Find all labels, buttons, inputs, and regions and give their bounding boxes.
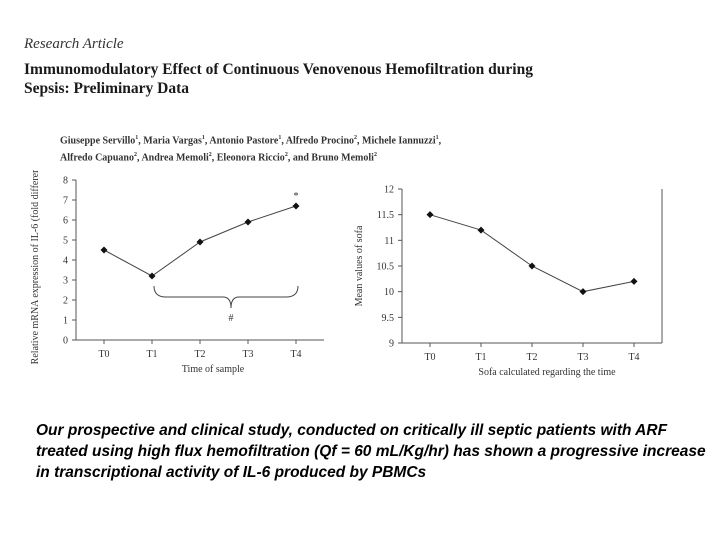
data-point xyxy=(196,238,204,246)
author-affiliation: 2 xyxy=(208,152,212,159)
author-affiliation: 2 xyxy=(134,152,137,159)
author-affiliation: 2 xyxy=(373,152,377,159)
author-name: Alfredo Capuano xyxy=(60,152,134,164)
y-tick-label: 0 xyxy=(63,336,68,347)
data-point xyxy=(477,226,485,234)
author-name: Michele Iannuzzi xyxy=(362,135,436,147)
data-point xyxy=(244,218,252,226)
x-tick-label: T0 xyxy=(424,352,435,363)
x-tick-label: T1 xyxy=(146,349,157,360)
y-tick-label: 10 xyxy=(384,287,394,298)
y-tick-label: 10.5 xyxy=(377,262,395,273)
author-name: Andrea Memoli xyxy=(141,152,209,164)
x-tick-label: T3 xyxy=(577,352,588,363)
author-affiliation: 1 xyxy=(278,135,282,141)
y-tick-label: 1 xyxy=(63,316,68,327)
series-line xyxy=(429,214,635,293)
x-tick-label: T3 xyxy=(242,349,253,360)
figure-caption: Our prospective and clinical study, cond… xyxy=(36,422,706,481)
author-affiliation: 1 xyxy=(201,135,205,141)
y-tick-label: 11 xyxy=(384,236,394,247)
x-tick-label: T2 xyxy=(194,349,205,360)
y-tick-label: 9.5 xyxy=(382,313,395,324)
author-name: and Bruno Memoli xyxy=(292,152,374,164)
author-affiliation: 1 xyxy=(435,135,439,141)
y-tick-label: 11.5 xyxy=(377,210,394,221)
x-tick-label: T0 xyxy=(98,349,109,360)
y-axis-label: Mean values of sofa xyxy=(354,225,365,306)
y-tick-label: 9 xyxy=(389,339,394,350)
x-axis-label: Time of sample xyxy=(182,364,245,375)
author-name: Antonio Pastore xyxy=(209,135,279,147)
author-line-1: Giuseppe Servillo1, Maria Vargas1, Anton… xyxy=(60,135,442,147)
sofa-chart: 9 9.5 10 10.5 11 11.5 12 T0 T1 T2 T3 T4 Sofa calcula… xyxy=(354,185,663,378)
paper-title: Immunomodulatory Effect of Continuous Ve… xyxy=(24,61,533,97)
y-axis-label: Relative mRNA expression of IL-6 (fold d… xyxy=(30,170,41,364)
y-tick-label: 7 xyxy=(63,196,68,207)
author-name: Giuseppe Servillo xyxy=(60,135,136,147)
author-name: Maria Vargas xyxy=(143,135,202,147)
star-annotation: * xyxy=(294,191,299,202)
author-affiliation: 2 xyxy=(354,135,358,141)
article-type: Research Article xyxy=(24,36,124,52)
y-tick-label: 4 xyxy=(63,256,68,267)
author-affiliation: 1 xyxy=(135,135,139,141)
author-name: Alfredo Procino xyxy=(285,135,355,147)
author-name: Eleonora Riccio xyxy=(216,152,285,164)
author-line-2: Alfredo Capuano2, Andrea Memoli2, Eleono… xyxy=(60,152,377,164)
y-tick-label: 3 xyxy=(63,276,68,287)
x-tick-label: T2 xyxy=(526,352,537,363)
data-point xyxy=(292,202,300,210)
y-tick-label: 12 xyxy=(384,185,394,196)
author-list: Giuseppe Servillo1, Maria Vargas1, Anton… xyxy=(60,131,580,166)
data-point xyxy=(148,272,156,280)
x-axis-label: Sofa calculated regarding the time xyxy=(478,367,616,378)
x-tick-label: T1 xyxy=(475,352,486,363)
data-point xyxy=(528,262,536,270)
author-affiliation: 2 xyxy=(284,152,288,159)
y-tick-label: 2 xyxy=(63,296,68,307)
y-tick-label: 6 xyxy=(63,216,68,227)
y-tick-label: 8 xyxy=(63,176,68,187)
significance-brace xyxy=(153,285,299,309)
hash-annotation: # xyxy=(229,313,234,324)
data-point xyxy=(630,277,638,285)
data-point xyxy=(426,211,434,219)
y-tick-label: 5 xyxy=(63,236,68,247)
x-tick-label: T4 xyxy=(628,352,639,363)
x-tick-label: T4 xyxy=(290,349,301,360)
il6-chart: 0 1 2 3 4 5 6 7 8 T0 T1 T2 T3 T4 Time of sample Relativ… xyxy=(30,170,324,375)
data-point xyxy=(579,288,587,296)
data-point xyxy=(100,246,108,254)
